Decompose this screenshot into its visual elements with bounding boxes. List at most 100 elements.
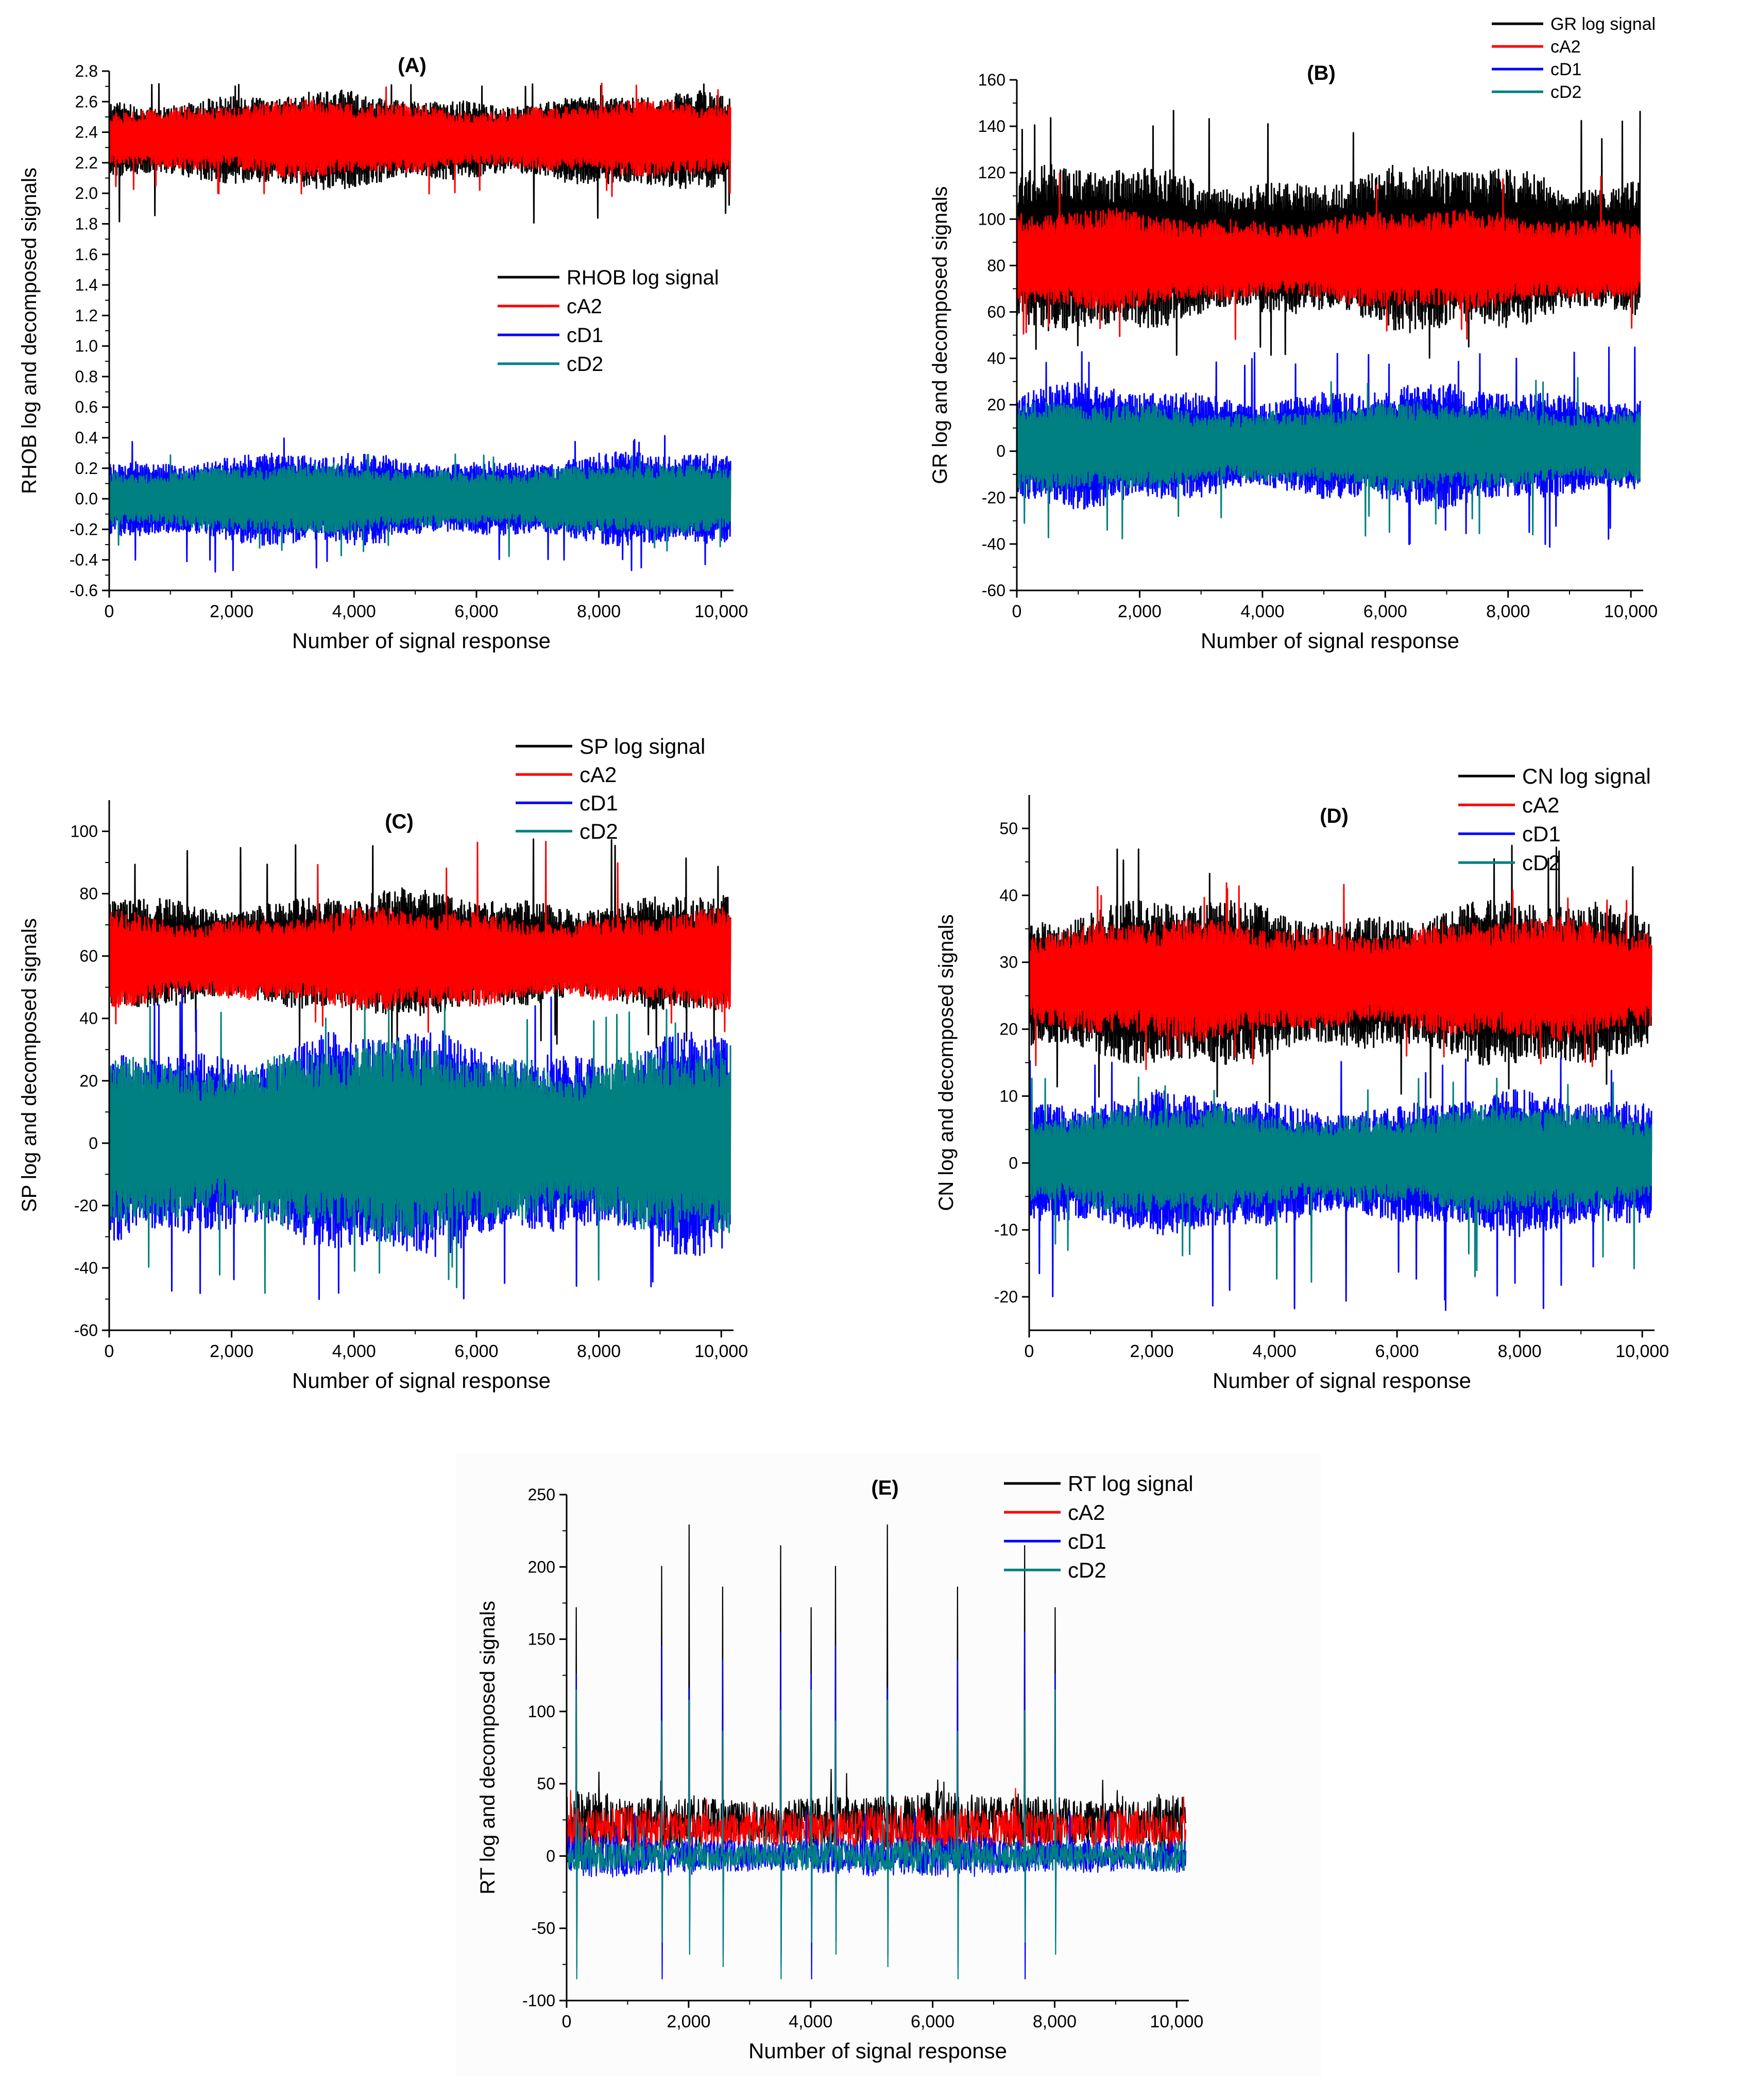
x-tick-label: 6,000 <box>454 602 498 621</box>
y-tick-label: 0.0 <box>75 489 98 508</box>
y-tick-label: 2.4 <box>75 123 98 142</box>
panel-title: (D) <box>1320 805 1349 827</box>
y-tick-label: 40 <box>999 886 1018 905</box>
series-line-cd2 <box>1028 1076 1652 1283</box>
legend: SP log signal cA2 cD1 cD2 <box>516 734 705 843</box>
x-tick-label: 2,000 <box>1130 1342 1173 1361</box>
chart-panel-a: -0.6 -0.4 -0.2 0.0 0.2 0.4 0.6 0.8 1.0 1.2 1.4 1.6 1… <box>18 54 748 653</box>
legend-label: cD1 <box>1550 60 1581 79</box>
legend-label: SP log signal <box>579 734 705 758</box>
panel-title: (A) <box>398 54 427 77</box>
x-tick-label: 4,000 <box>1253 1342 1297 1361</box>
y-tick-label: 60 <box>987 302 1005 321</box>
chart-panel-b: -60 -40 -20 0 20 40 60 80 100 120 140 160 0 2,000 4,00… <box>929 14 1658 653</box>
series-line-ca2 <box>108 840 731 1033</box>
x-tick-label: 0 <box>105 1342 114 1361</box>
x-tick-label: 2,000 <box>210 602 253 621</box>
y-tick-label: -20 <box>994 1288 1018 1306</box>
panel-title: (C) <box>385 810 414 833</box>
x-axis-label: Number of signal response <box>292 1368 551 1393</box>
x-tick-label: 4,000 <box>332 602 376 621</box>
y-tick-label: -40 <box>982 535 1005 553</box>
y-tick-label: 0 <box>1009 1154 1018 1172</box>
y-tick-label: 250 <box>528 1485 555 1504</box>
legend-label: GR log signal <box>1550 14 1656 34</box>
y-tick-label: 140 <box>978 117 1005 136</box>
panel-title: (B) <box>1307 62 1336 84</box>
legend-label: cD1 <box>567 324 603 347</box>
y-tick-label: 60 <box>79 947 98 966</box>
legend-label: cA2 <box>1550 37 1581 57</box>
panel-e-backdrop <box>456 1453 1321 2076</box>
x-tick-label: 6,000 <box>911 2012 954 2031</box>
x-tick-label: 10,000 <box>694 1342 748 1361</box>
legend-label: RHOB log signal <box>567 266 719 289</box>
legend-label: RT log signal <box>1068 1471 1194 1496</box>
legend-label: cA2 <box>579 763 617 787</box>
x-tick-label: 8,000 <box>1498 1342 1542 1361</box>
x-tick-label: 0 <box>1012 602 1022 621</box>
series-line-cd2 <box>108 1006 731 1294</box>
y-tick-label: -0.2 <box>70 520 98 538</box>
y-axis-label: RHOB log and decomposed signals <box>18 167 41 494</box>
y-tick-label: 2.6 <box>75 92 98 111</box>
x-tick-label: 4,000 <box>789 2012 832 2031</box>
series-line-ca2 <box>1016 172 1641 340</box>
x-tick-label: 10,000 <box>1615 1342 1669 1361</box>
y-tick-label: 40 <box>79 1009 98 1028</box>
y-tick-label: 150 <box>528 1630 555 1649</box>
y-tick-label: -60 <box>74 1321 98 1340</box>
x-tick-label: 6,000 <box>454 1342 498 1361</box>
y-tick-label: 1.2 <box>75 306 98 325</box>
legend-label: cA2 <box>1522 793 1559 817</box>
y-tick-label: -20 <box>74 1196 98 1215</box>
legend-label: cD2 <box>1068 1558 1106 1582</box>
y-tick-label: 2.0 <box>75 184 98 202</box>
x-tick-label: 6,000 <box>1375 1342 1419 1361</box>
y-tick-label: 0.8 <box>75 367 98 386</box>
y-tick-label: -20 <box>982 488 1005 507</box>
y-tick-label: 2.8 <box>75 62 98 80</box>
x-tick-label: 8,000 <box>577 1342 621 1361</box>
y-tick-label: -50 <box>532 1919 555 1938</box>
x-axis-label: Number of signal response <box>1213 1368 1471 1393</box>
x-axis-label: Number of signal response <box>748 2039 1007 2063</box>
x-tick-label: 4,000 <box>1240 602 1284 621</box>
y-tick-label: 40 <box>987 349 1005 368</box>
x-tick-label: 2,000 <box>210 1342 253 1361</box>
series-line-cd2 <box>108 453 731 557</box>
y-tick-label: 160 <box>978 71 1005 89</box>
legend-label: cD2 <box>1550 82 1581 102</box>
chart-panel-d: -20 -10 0 10 20 30 40 50 0 2,000 4,000 6,000 8,000 10… <box>935 764 1669 1393</box>
y-tick-label: 1.6 <box>75 245 98 264</box>
y-tick-label: 100 <box>71 822 98 841</box>
y-tick-label: 100 <box>528 1702 555 1721</box>
legend-label: cD1 <box>1522 822 1561 846</box>
y-tick-label: 1.0 <box>75 337 98 355</box>
y-tick-label: -0.4 <box>70 551 98 569</box>
x-tick-label: 8,000 <box>1033 2012 1077 2031</box>
chart-panel-e: -100 -50 0 50 100 150 200 250 0 2,000 4,000 6,000 8,… <box>476 1471 1203 2063</box>
y-tick-label: 100 <box>978 210 1005 228</box>
x-tick-label: 2,000 <box>1118 602 1162 621</box>
legend: RHOB log signal cA2 cD1 cD2 <box>498 266 719 376</box>
y-tick-label: 10 <box>999 1087 1018 1105</box>
y-axis-label: GR log and decomposed signals <box>929 186 951 484</box>
y-tick-label: 20 <box>999 1020 1018 1039</box>
y-tick-label: 0.6 <box>75 398 98 416</box>
y-tick-label: 0.4 <box>75 429 98 447</box>
y-tick-label: 80 <box>987 256 1005 275</box>
y-tick-label: 2.2 <box>75 154 98 172</box>
y-tick-label: 80 <box>79 885 98 903</box>
y-tick-label: -0.6 <box>70 581 98 600</box>
legend-label: cA2 <box>1068 1500 1105 1525</box>
series-line-cd2 <box>566 1689 1187 1979</box>
x-tick-label: 10,000 <box>1604 602 1658 621</box>
legend-label: CN log signal <box>1522 764 1651 788</box>
x-axis-label: Number of signal response <box>1201 629 1459 653</box>
legend-label: cA2 <box>567 295 602 318</box>
panel-title: (E) <box>871 1477 898 1499</box>
x-tick-label: 2,000 <box>667 2012 710 2031</box>
legend-label: cD1 <box>579 791 618 815</box>
